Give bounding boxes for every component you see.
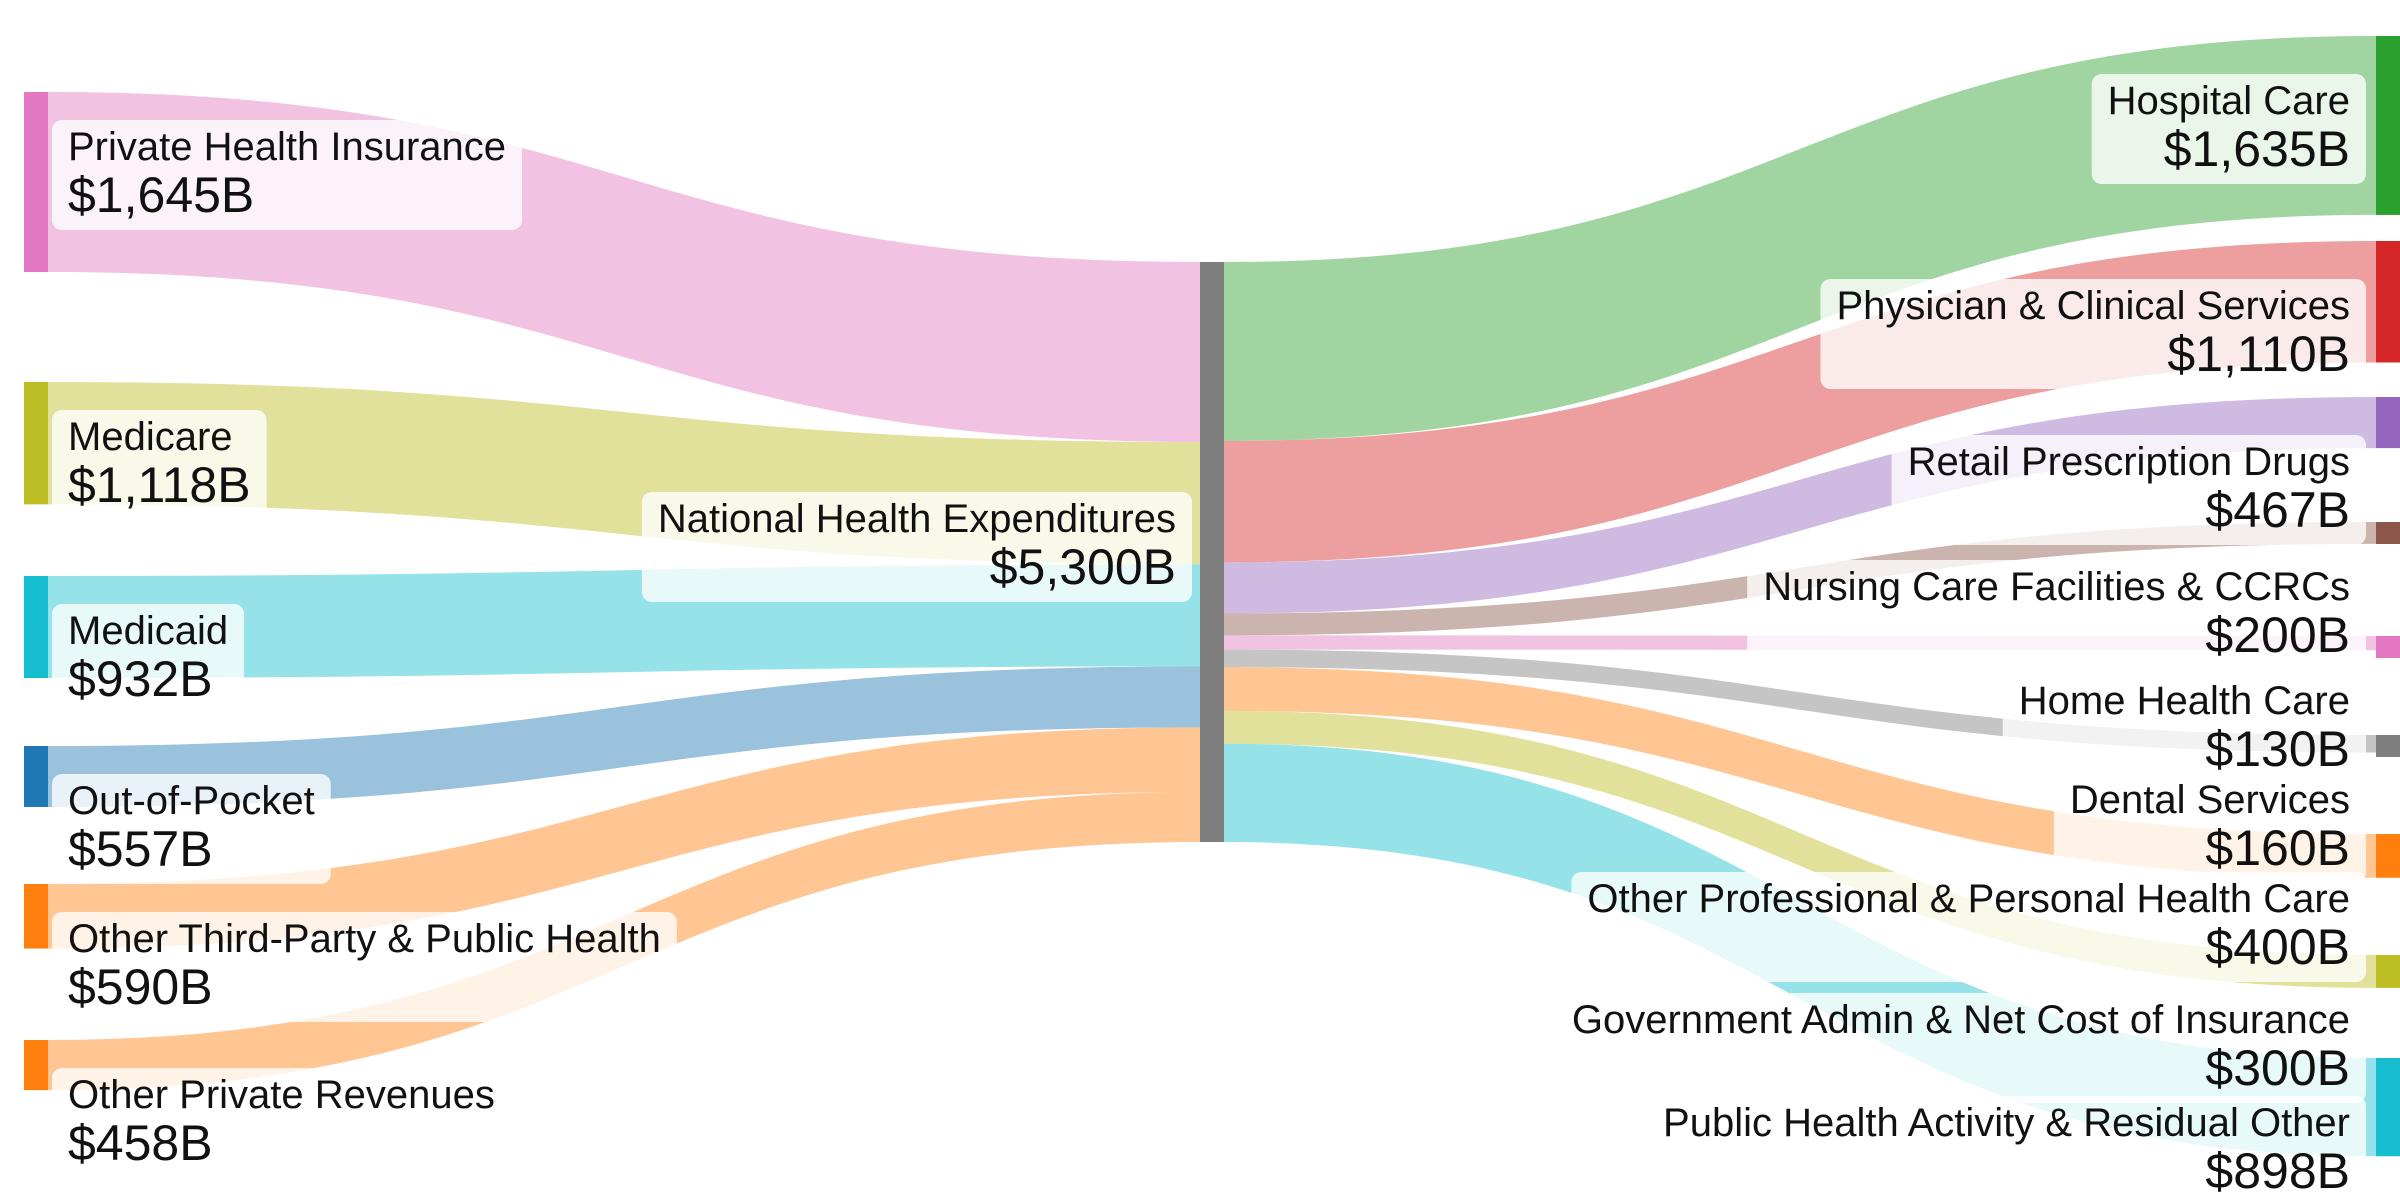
link-other-third-party-and-public-health — [48, 727, 1200, 949]
label-home-health-care: Home Health Care$130B — [2002, 674, 2366, 784]
label-hospital-care: Hospital Care$1,635B — [2091, 74, 2366, 184]
label-value: $130B — [2205, 721, 2350, 777]
label-value: $200B — [2205, 607, 2350, 663]
node-dental-services — [2376, 735, 2400, 757]
label-name: Other Private Revenues — [68, 1073, 495, 1117]
label-name: Retail Prescription Drugs — [1908, 440, 2350, 484]
label-name: Government Admin & Net Cost of Insurance — [1572, 998, 2350, 1042]
label-other-third-party-and-public-health: Other Third-Party & Public Health$590B — [52, 912, 677, 1022]
label-background — [1747, 560, 2366, 670]
label-name: Other Third-Party & Public Health — [68, 917, 661, 961]
node-other-third-party-and-public-health — [24, 884, 48, 949]
label-name: Hospital Care — [2108, 79, 2350, 123]
label-government-admin-and-net-cost-of-insurance: Government Admin & Net Cost of Insurance… — [1555, 993, 2366, 1103]
label-national-health-expenditures: National Health Expenditures$5,300B — [641, 492, 1192, 602]
node-other-private-revenues — [24, 1040, 48, 1091]
label-value: $160B — [2205, 820, 2350, 876]
label-name: Out-of-Pocket — [68, 779, 315, 823]
label-name: Home Health Care — [2019, 679, 2350, 723]
label-name: Private Health Insurance — [68, 125, 506, 169]
label-private-health-insurance: Private Health Insurance$1,645B — [52, 120, 523, 230]
label-value: $1,635B — [2164, 121, 2350, 177]
link-out-of-pocket — [48, 666, 1200, 807]
node-retail-prescription-drugs — [2376, 397, 2400, 449]
label-public-health-activity-and-residual-other: Public Health Activity & Residual Other$… — [1647, 1096, 2366, 1200]
node-medicaid — [24, 576, 48, 678]
label-value: $1,118B — [68, 457, 251, 513]
label-other-professional-and-personal-health-care: Other Professional & Personal Health Car… — [1571, 872, 2366, 982]
node-other-professional-and-personal-health-care — [2376, 834, 2400, 878]
label-name: Medicare — [68, 415, 233, 459]
label-value: $467B — [2205, 482, 2350, 538]
node-hospital-care — [2376, 36, 2400, 215]
node-government-admin-and-net-cost-of-insurance — [2376, 955, 2400, 988]
label-background — [1647, 1096, 2366, 1200]
label-background — [52, 410, 267, 520]
label-dental-services: Dental Services$160B — [2053, 773, 2366, 883]
label-name: National Health Expenditures — [658, 497, 1176, 541]
label-background — [1891, 435, 2366, 545]
label-value: $458B — [68, 1115, 213, 1171]
label-value: $932B — [68, 651, 213, 707]
label-background — [2002, 674, 2366, 784]
label-value: $300B — [2205, 1040, 2350, 1096]
nodes-layer — [24, 36, 2400, 1157]
label-medicare: Medicare$1,118B — [52, 410, 267, 520]
label-background — [2091, 74, 2366, 184]
label-value: $557B — [68, 821, 213, 877]
node-home-health-care — [2376, 636, 2400, 658]
label-background — [52, 774, 331, 884]
label-background — [641, 492, 1192, 602]
label-background — [52, 604, 245, 714]
label-background — [52, 912, 677, 1022]
node-out-of-pocket — [24, 746, 48, 807]
link-hospital-care — [1224, 36, 2376, 441]
node-public-health-activity-and-residual-other — [2376, 1058, 2400, 1157]
label-nursing-care-facilities-and-ccrcs: Nursing Care Facilities & CCRCs$200B — [1747, 560, 2366, 670]
label-background — [52, 1068, 511, 1178]
label-value: $5,300B — [990, 539, 1176, 595]
label-medicaid: Medicaid$932B — [52, 604, 245, 714]
label-background — [1820, 279, 2366, 389]
node-medicare — [24, 382, 48, 505]
node-national-health-expenditures — [1200, 262, 1224, 842]
label-background — [1571, 872, 2366, 982]
label-value: $590B — [68, 959, 213, 1015]
label-name: Dental Services — [2070, 778, 2350, 822]
label-value: $1,645B — [68, 167, 254, 223]
label-name: Physician & Clinical Services — [1836, 284, 2350, 328]
label-name: Medicaid — [68, 609, 228, 653]
label-name: Other Professional & Personal Health Car… — [1587, 877, 2350, 921]
labels-layer: Private Health Insurance$1,645BMedicare$… — [52, 74, 2366, 1200]
label-other-private-revenues: Other Private Revenues$458B — [52, 1068, 511, 1178]
label-retail-prescription-drugs: Retail Prescription Drugs$467B — [1891, 435, 2366, 545]
label-value: $400B — [2205, 919, 2350, 975]
label-out-of-pocket: Out-of-Pocket$557B — [52, 774, 331, 884]
label-physician-and-clinical-services: Physician & Clinical Services$1,110B — [1820, 279, 2366, 389]
link-government-admin-and-net-cost-of-insurance — [1224, 710, 2376, 988]
label-background — [52, 120, 523, 230]
label-name: Public Health Activity & Residual Other — [1663, 1101, 2350, 1145]
label-value: $898B — [2205, 1143, 2350, 1199]
node-private-health-insurance — [24, 92, 48, 273]
label-background — [2053, 773, 2366, 883]
node-nursing-care-facilities-and-ccrcs — [2376, 522, 2400, 544]
node-physician-and-clinical-services — [2376, 241, 2400, 363]
label-background — [1555, 993, 2366, 1103]
label-value: $1,110B — [2167, 326, 2350, 382]
label-name: Nursing Care Facilities & CCRCs — [1763, 565, 2350, 609]
